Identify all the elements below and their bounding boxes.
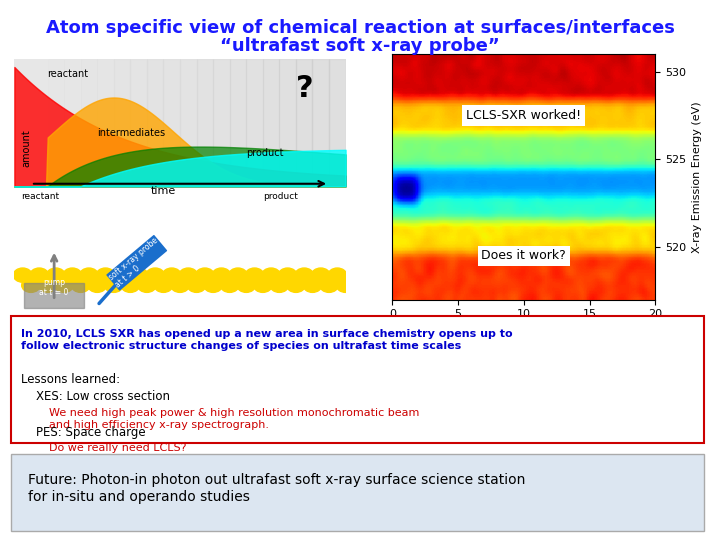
Circle shape: [320, 278, 338, 292]
Circle shape: [154, 278, 173, 292]
Text: product: product: [246, 148, 284, 158]
Circle shape: [279, 268, 297, 282]
Circle shape: [80, 268, 98, 282]
Circle shape: [14, 268, 32, 282]
Circle shape: [303, 278, 322, 292]
Circle shape: [88, 278, 107, 292]
Y-axis label: X-ray Emission Energy (eV): X-ray Emission Energy (eV): [692, 101, 701, 253]
Bar: [246, 59, 263, 186]
Bar: [312, 59, 329, 186]
Text: ?: ?: [296, 75, 313, 104]
Bar: [114, 59, 130, 186]
Circle shape: [47, 268, 65, 282]
FancyBboxPatch shape: [11, 454, 704, 531]
Circle shape: [38, 278, 57, 292]
Bar: [14, 59, 31, 186]
Bar: [147, 59, 163, 186]
Bar: [329, 59, 346, 186]
Circle shape: [328, 268, 346, 282]
Text: XES: Low cross section: XES: Low cross section: [22, 390, 170, 403]
Circle shape: [138, 278, 156, 292]
Bar: [81, 59, 97, 186]
Bar: [130, 59, 147, 186]
Bar: [14, 191, 346, 313]
Text: Lessons learned:: Lessons learned:: [22, 373, 120, 386]
Circle shape: [179, 268, 197, 282]
Circle shape: [204, 278, 222, 292]
Text: Do we really need LCLS?: Do we really need LCLS?: [22, 443, 186, 453]
Circle shape: [253, 278, 272, 292]
Text: Does it work?: Does it work?: [482, 249, 566, 262]
Circle shape: [113, 268, 131, 282]
Bar: [163, 59, 180, 186]
Circle shape: [104, 278, 123, 292]
FancyBboxPatch shape: [11, 316, 704, 443]
Circle shape: [30, 268, 48, 282]
Bar: [97, 59, 114, 186]
Bar: [24, 283, 84, 308]
Bar: [230, 59, 246, 186]
Text: intermediates: intermediates: [97, 127, 166, 138]
Circle shape: [55, 278, 73, 292]
Circle shape: [246, 268, 264, 282]
Bar: [48, 59, 64, 186]
Text: reactant: reactant: [21, 192, 59, 201]
Circle shape: [262, 268, 280, 282]
Text: “ultrafast soft x-ray probe”: “ultrafast soft x-ray probe”: [220, 37, 500, 55]
Bar: [263, 59, 279, 186]
Circle shape: [295, 268, 313, 282]
Circle shape: [63, 268, 81, 282]
Circle shape: [237, 278, 256, 292]
Circle shape: [220, 278, 239, 292]
Text: LCLS-SXR worked!: LCLS-SXR worked!: [467, 109, 581, 122]
Bar: [180, 59, 197, 186]
Circle shape: [171, 278, 189, 292]
Circle shape: [312, 268, 330, 282]
Text: time: time: [150, 186, 176, 196]
Bar: [31, 59, 48, 186]
Circle shape: [270, 278, 289, 292]
Text: In 2010, LCLS SXR has opened up a new area in surface chemistry opens up to
foll: In 2010, LCLS SXR has opened up a new ar…: [22, 329, 513, 350]
X-axis label: Time (ps): Time (ps): [495, 325, 553, 338]
Bar: [197, 59, 213, 186]
Text: amount: amount: [21, 130, 31, 167]
Circle shape: [229, 268, 247, 282]
Text: Atom specific view of chemical reaction at surfaces/interfaces: Atom specific view of chemical reaction …: [45, 19, 675, 37]
Circle shape: [130, 268, 148, 282]
Circle shape: [163, 268, 181, 282]
Circle shape: [121, 278, 140, 292]
Bar: [64, 59, 81, 186]
Text: PES: Space charge: PES: Space charge: [22, 426, 146, 438]
Text: soft x-ray probe
at t > 0: soft x-ray probe at t > 0: [107, 236, 166, 290]
Circle shape: [71, 278, 90, 292]
Text: pump
at t = 0: pump at t = 0: [40, 278, 69, 298]
Text: Future: Photon-in photon out ultrafast soft x-ray surface science station
for in: Future: Photon-in photon out ultrafast s…: [28, 474, 526, 504]
Circle shape: [196, 268, 214, 282]
Bar: [213, 59, 230, 186]
Text: reactant: reactant: [48, 69, 89, 79]
Circle shape: [287, 278, 305, 292]
Bar: [296, 59, 312, 186]
Circle shape: [22, 278, 40, 292]
Circle shape: [336, 278, 355, 292]
Text: We need high peak power & high resolution monochromatic beam
        and high ef: We need high peak power & high resolutio…: [22, 408, 420, 430]
Circle shape: [187, 278, 206, 292]
Polygon shape: [14, 59, 346, 186]
Bar: [279, 59, 296, 186]
Text: product: product: [263, 192, 297, 201]
Circle shape: [96, 268, 114, 282]
Circle shape: [212, 268, 230, 282]
Circle shape: [146, 268, 164, 282]
